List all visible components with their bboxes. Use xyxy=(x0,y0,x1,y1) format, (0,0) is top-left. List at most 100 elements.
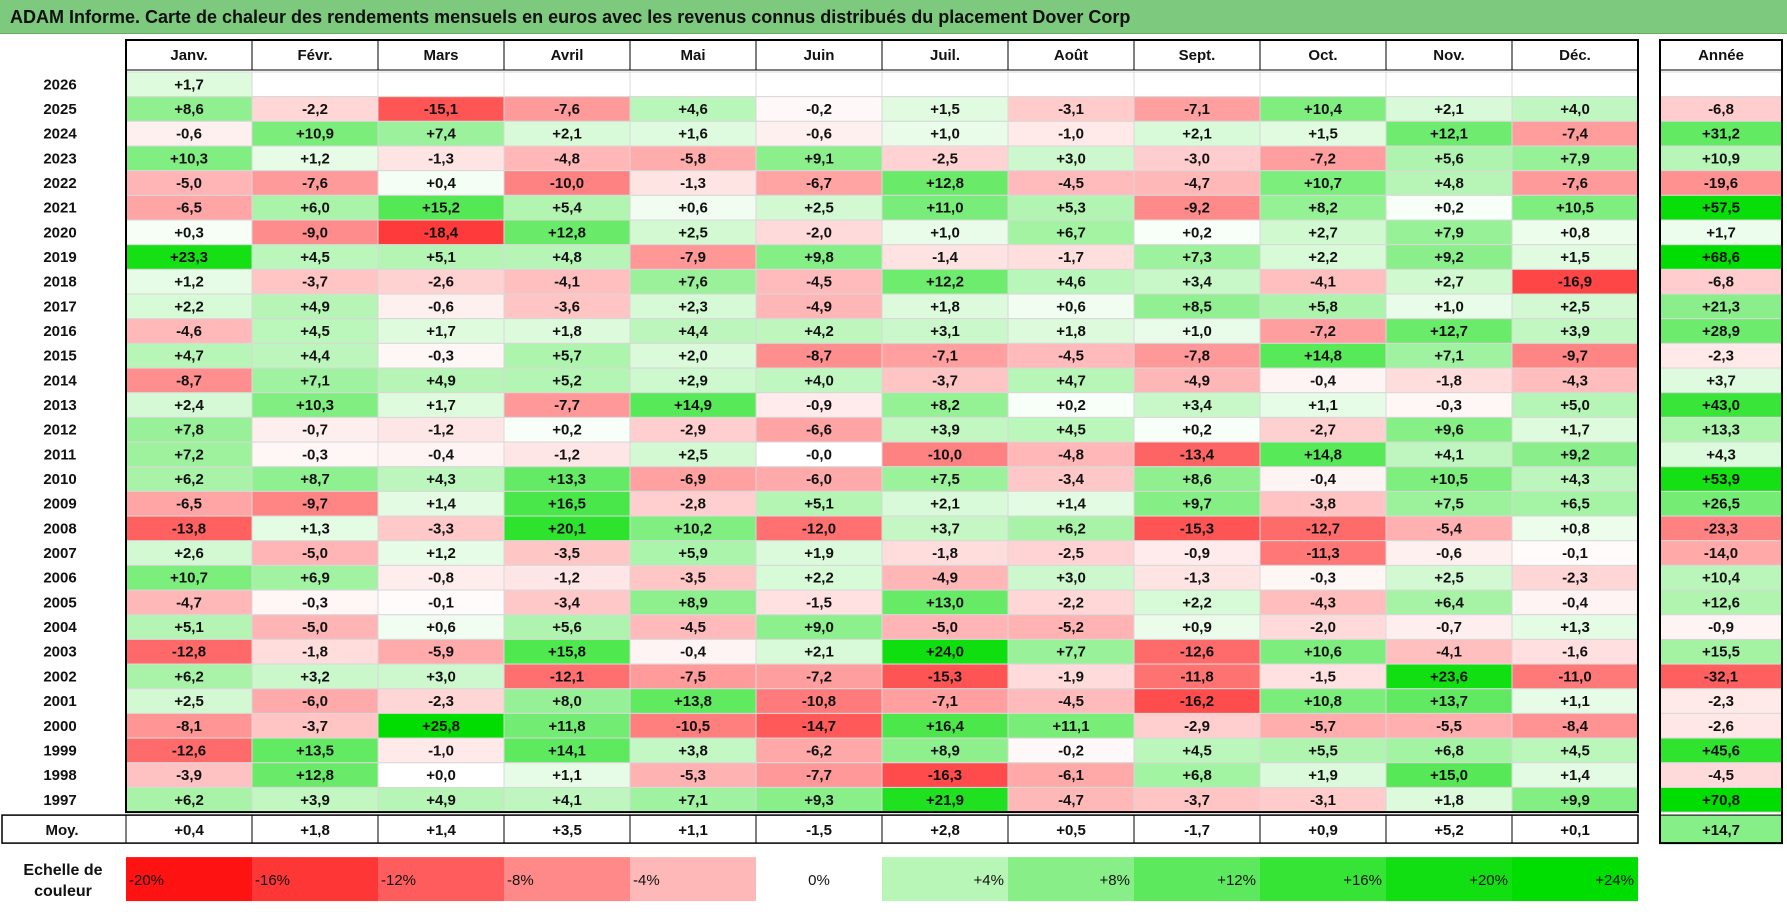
heatmap-cell xyxy=(881,293,1009,320)
annual-cell xyxy=(1659,367,1783,394)
annual-value: +21,3 xyxy=(1702,298,1740,315)
annual-cell xyxy=(1659,318,1783,344)
cell-value: -3,4 xyxy=(1058,471,1085,488)
cell-value: -16,3 xyxy=(928,767,962,784)
cell-value: +5,6 xyxy=(552,619,582,636)
year-label: 2005 xyxy=(43,594,76,611)
cell-value: -5,7 xyxy=(1310,718,1336,735)
heatmap-cell xyxy=(1007,466,1135,492)
cell-value: +2,5 xyxy=(678,224,708,241)
heatmap-cell xyxy=(503,293,631,320)
heatmap-cell xyxy=(629,71,757,98)
cell-value: +1,1 xyxy=(1560,693,1590,710)
heatmap-cell xyxy=(1259,71,1387,98)
year-label: 1997 xyxy=(43,792,76,809)
cell-value: -0,4 xyxy=(1310,471,1337,488)
heatmap-cell xyxy=(1511,268,1639,295)
scale-swatch xyxy=(252,857,378,902)
heatmap-cell xyxy=(251,441,379,468)
heatmap-cell xyxy=(125,564,253,591)
scale-swatch xyxy=(1008,857,1134,902)
cell-value: +0,8 xyxy=(1560,224,1590,241)
cell-value: -2,8 xyxy=(680,496,706,513)
heatmap-cell xyxy=(629,466,757,492)
cell-value: -5,0 xyxy=(932,619,958,636)
heatmap-cell xyxy=(377,318,505,344)
cell-value: -8,1 xyxy=(176,718,202,735)
cell-value: -12,1 xyxy=(550,668,584,685)
cell-value: +4,8 xyxy=(1434,175,1464,192)
heatmap-cell xyxy=(1259,194,1387,221)
cell-value: +9,9 xyxy=(1560,792,1590,809)
cell-value: +16,4 xyxy=(926,718,965,735)
cell-value: +6,8 xyxy=(1434,742,1464,759)
cell-value: -18,4 xyxy=(424,224,459,241)
cell-value: -0,1 xyxy=(428,594,454,611)
heatmap-cell xyxy=(1511,614,1639,640)
heatmap-cell xyxy=(377,688,505,714)
cell-value: +23,6 xyxy=(1430,668,1468,685)
cell-value: -0,4 xyxy=(428,446,455,463)
heatmap-cell xyxy=(377,466,505,492)
cell-value: +4,3 xyxy=(426,471,456,488)
scale-label: +12% xyxy=(1217,872,1256,889)
heatmap-cell xyxy=(881,392,1009,418)
cell-value: +7,8 xyxy=(174,422,204,439)
cell-value: +15,0 xyxy=(1430,767,1468,784)
cell-value: -7,5 xyxy=(680,668,706,685)
scale-label: -8% xyxy=(507,872,534,889)
annual-value: +10,4 xyxy=(1702,570,1741,587)
cell-value: +1,4 xyxy=(1560,767,1590,784)
heatmap-cell xyxy=(755,762,883,788)
heatmap-cell xyxy=(1259,614,1387,640)
cell-value: +4,4 xyxy=(300,348,330,365)
heatmap-cell xyxy=(755,737,883,764)
heatmap-cell xyxy=(251,762,379,788)
cell-value: +6,7 xyxy=(1056,224,1086,241)
heatmap-cell xyxy=(377,589,505,616)
cell-value: -7,7 xyxy=(806,767,832,784)
cell-value: -12,0 xyxy=(802,520,836,537)
cell-value: +8,0 xyxy=(552,693,582,710)
heatmap-cell xyxy=(377,367,505,394)
year-label: 2007 xyxy=(43,545,76,562)
cell-value: +9,8 xyxy=(804,249,834,266)
cell-value: -4,7 xyxy=(1058,792,1084,809)
annual-value: -2,6 xyxy=(1708,718,1734,735)
cell-value: -0,6 xyxy=(806,126,832,143)
cell-value: -4,3 xyxy=(1562,372,1588,389)
heatmap-cell xyxy=(881,342,1009,369)
heatmap-cell xyxy=(629,737,757,764)
heatmap-cell xyxy=(1385,540,1513,566)
cell-value: +12,8 xyxy=(548,224,586,241)
cell-value: -6,0 xyxy=(302,693,328,710)
heatmap-cell xyxy=(1385,71,1513,98)
cell-value: +12,2 xyxy=(926,274,964,291)
cell-value: +4,5 xyxy=(300,249,330,266)
cell-value: +3,8 xyxy=(678,742,708,759)
grid-frame xyxy=(125,39,1639,814)
heatmap-cell xyxy=(503,564,631,591)
annual-cell xyxy=(1659,145,1783,172)
year-label: 2018 xyxy=(43,274,76,291)
cell-value: -11,8 xyxy=(1180,668,1213,685)
cell-value: +11,8 xyxy=(548,718,585,735)
cell-value: +7,7 xyxy=(1056,644,1086,661)
heatmap-cell xyxy=(1259,342,1387,369)
cell-value: +8,2 xyxy=(930,397,960,414)
cell-value: +4,8 xyxy=(552,249,582,266)
cell-value: -1,3 xyxy=(428,150,454,167)
heatmap-cell xyxy=(1385,638,1513,665)
heatmap-cell xyxy=(1259,367,1387,394)
average-row-frame xyxy=(1,814,1639,844)
heatmap-cell xyxy=(377,737,505,764)
cell-value: -2,7 xyxy=(1310,422,1336,439)
cell-value: +5,1 xyxy=(174,619,204,636)
year-label: 1999 xyxy=(43,742,76,759)
cell-value: +2,1 xyxy=(1182,126,1212,143)
cell-value: -1,2 xyxy=(554,446,580,463)
cell-value: -10,8 xyxy=(802,693,836,710)
heatmap-cell xyxy=(1385,318,1513,344)
cell-value: +3,1 xyxy=(930,323,960,340)
heatmap-cell xyxy=(755,194,883,221)
